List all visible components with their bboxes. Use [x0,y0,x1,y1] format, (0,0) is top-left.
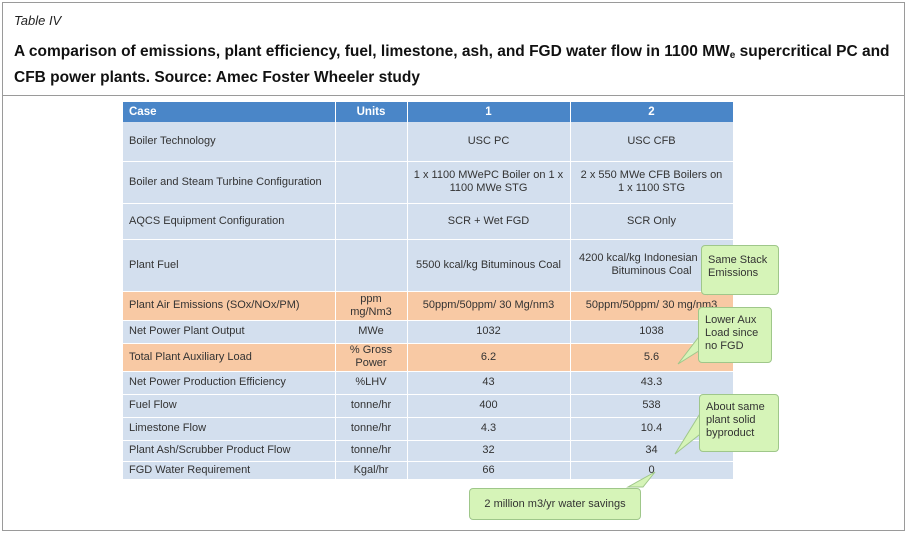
table-row: Plant Fuel 5500 kcal/kg Bituminous Coal … [123,239,734,292]
table-row: Plant Ash/Scrubber Product Flow tonne/hr… [123,440,734,462]
row-value-1: 1032 [407,320,571,344]
title-text-1: A comparison of emissions, plant efficie… [14,43,730,60]
row-case: FGD Water Requirement [123,461,336,480]
row-units [335,122,408,162]
row-case: Plant Fuel [123,239,336,292]
row-value-2: SCR Only [570,203,734,240]
row-value-1: 32 [407,440,571,462]
table-row: AQCS Equipment Configuration SCR + Wet F… [123,203,734,240]
row-value-2: 2 x 550 MWe CFB Boilers on 1 x 1100 STG [570,161,734,204]
row-units [335,239,408,292]
row-case: Boiler Technology [123,122,336,162]
callout-pointers [626,268,716,488]
row-value-1: USC PC [407,122,571,162]
table-row: Boiler Technology USC PC USC CFB [123,122,734,162]
table-row: Boiler and Steam Turbine Configuration 1… [123,161,734,204]
header-case-1: 1 [407,102,571,122]
figure-title: A comparison of emissions, plant efficie… [14,41,899,89]
table-row: Total Plant Auxiliary Load % Gross Power… [123,343,734,372]
title-text-2: supercritical PC and CFB power plants. S… [14,43,890,86]
callout-solid-byproduct: About same plant solid byproduct [699,394,779,452]
row-value-1: 50ppm/50ppm/ 30 Mg/nm3 [407,291,571,321]
callout-lower-aux-text: Lower Aux Load since no FGD [705,314,759,352]
title-divider [3,95,904,96]
table-row: Limestone Flow tonne/hr 4.3 10.4 [123,417,734,441]
row-value-2: 0 [570,461,734,480]
table-header-row: Case Units 1 2 [123,102,734,122]
row-case: Plant Ash/Scrubber Product Flow [123,440,336,462]
row-units: Kgal/hr [335,461,408,480]
row-value-2: 538 [570,394,734,418]
row-value-2: 43.3 [570,371,734,395]
callout-same-stack: Same Stack Emissions [701,245,779,295]
row-value-1: SCR + Wet FGD [407,203,571,240]
callout-solid-byproduct-text: About same plant solid byproduct [706,401,765,439]
row-units [335,203,408,240]
row-case: Boiler and Steam Turbine Configuration [123,161,336,204]
row-value-2: 1038 [570,320,734,344]
callout-pointer-water [626,471,656,488]
row-case: Net Power Production Efficiency [123,371,336,395]
callout-water-savings-text: 2 million m3/yr water savings [484,498,626,510]
row-case: Limestone Flow [123,417,336,441]
row-value-1: 400 [407,394,571,418]
table-row: Plant Air Emissions (SOx/NOx/PM) ppm mg/… [123,291,734,321]
callout-lower-aux: Lower Aux Load since no FGD [698,307,772,363]
row-units: ppm mg/Nm3 [335,291,408,321]
header-case-2: 2 [570,102,734,122]
row-case: Fuel Flow [123,394,336,418]
callout-water-savings: 2 million m3/yr water savings [469,488,641,520]
header-units: Units [335,102,408,122]
row-value-1: 5500 kcal/kg Bituminous Coal [407,239,571,292]
row-units: % Gross Power [335,343,408,372]
row-case: AQCS Equipment Configuration [123,203,336,240]
table-row: Fuel Flow tonne/hr 400 538 [123,394,734,418]
row-value-1: 43 [407,371,571,395]
row-value-2: 34 [570,440,734,462]
row-units: %LHV [335,371,408,395]
row-value-1: 66 [407,461,571,480]
title-subscript: e [729,50,736,61]
header-case: Case [123,102,336,122]
table-row: Net Power Production Efficiency %LHV 43 … [123,371,734,395]
row-value-1: 1 x 1100 MWePC Boiler on 1 x 1100 MWe ST… [407,161,571,204]
slide-image: Case Units 1 2 Boiler Technology USC PC … [123,102,779,522]
row-units: MWe [335,320,408,344]
row-case: Plant Air Emissions (SOx/NOx/PM) [123,291,336,321]
row-units [335,161,408,204]
row-units: tonne/hr [335,440,408,462]
emissions-table: Case Units 1 2 Boiler Technology USC PC … [123,102,734,480]
table-row: FGD Water Requirement Kgal/hr 66 0 [123,461,734,480]
callout-same-stack-text: Same Stack Emissions [708,254,768,279]
table-row: Net Power Plant Output MWe 1032 1038 [123,320,734,344]
row-case: Net Power Plant Output [123,320,336,344]
row-value-1: 4.3 [407,417,571,441]
row-units: tonne/hr [335,394,408,418]
row-value-1: 6.2 [407,343,571,372]
row-case: Total Plant Auxiliary Load [123,343,336,372]
row-units: tonne/hr [335,417,408,441]
table-label: Table IV [14,13,62,28]
row-value-2: USC CFB [570,122,734,162]
